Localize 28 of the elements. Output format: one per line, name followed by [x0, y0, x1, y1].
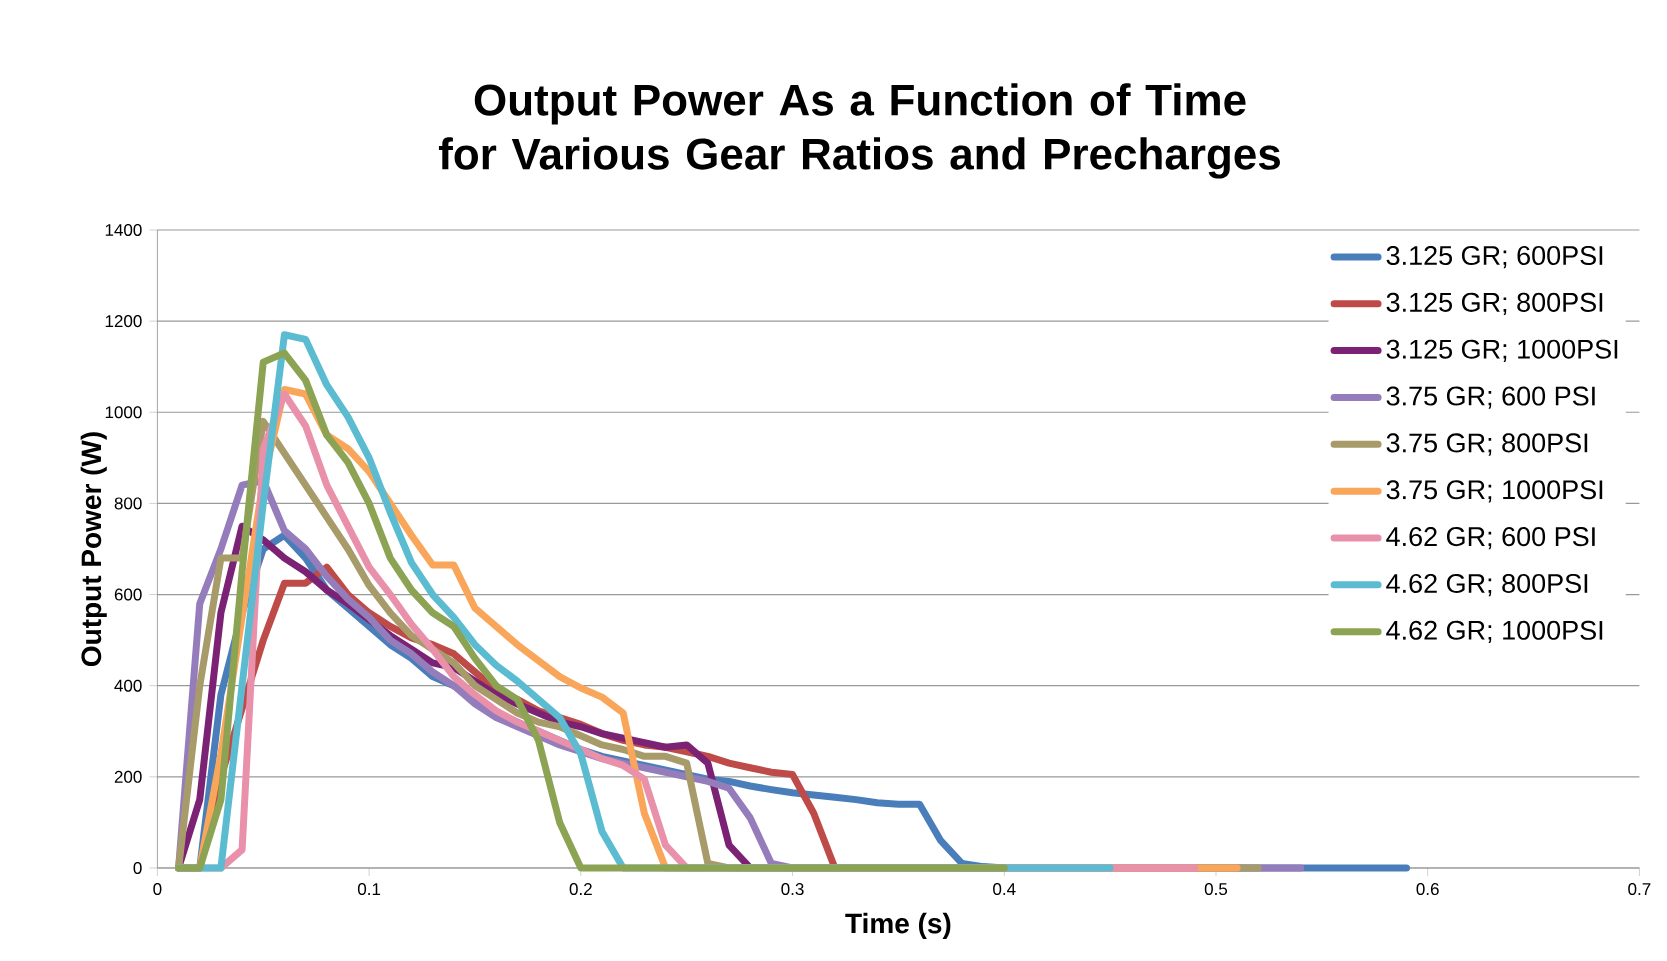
y-tick-label: 1000 [105, 406, 142, 419]
x-tick-label: 0.1 [357, 883, 381, 896]
legend-label: 4.62 GR; 1000PSI [1386, 620, 1603, 644]
x-tick-label: 0.4 [993, 883, 1016, 896]
y-tick-label: 400 [114, 679, 142, 692]
x-tick-label: 0.6 [1416, 883, 1439, 896]
legend-label: 4.62 GR; 600 PSI [1386, 527, 1595, 550]
legend-label: 3.75 GR; 600 PSI [1386, 386, 1595, 409]
legend-label: 3.75 GR; 800PSI [1386, 433, 1588, 456]
legend-label: 3.75 GR; 1000PSI [1386, 480, 1603, 503]
y-tick-label: 1400 [105, 223, 142, 236]
y-tick-label: 0 [133, 861, 142, 874]
x-tick-label: 0.5 [1204, 883, 1228, 896]
y-axis-title: Output Power (W) [80, 432, 107, 667]
x-tick-label: 0.7 [1628, 883, 1651, 896]
legend-label: 3.125 GR; 600PSI [1386, 245, 1603, 269]
x-tick-label: 0.2 [569, 883, 592, 896]
y-tick-label: 1200 [105, 315, 142, 328]
legend-label: 4.62 GR; 800PSI [1386, 573, 1588, 597]
y-tick-label: 600 [114, 588, 142, 601]
legend-label: 3.125 GR; 1000PSI [1386, 339, 1618, 362]
y-tick-label: 800 [114, 497, 142, 510]
y-tick-label: 200 [114, 770, 142, 783]
x-tick-label: 0.3 [781, 883, 804, 896]
chart-title: Output Power As a Function of Time for Various Gear Ratios and Precharges [438, 83, 1280, 179]
legend-label: 3.125 GR; 800PSI [1386, 292, 1603, 316]
x-tick-label: 0 [153, 883, 162, 896]
x-axis-title: Time (s) [845, 912, 951, 939]
